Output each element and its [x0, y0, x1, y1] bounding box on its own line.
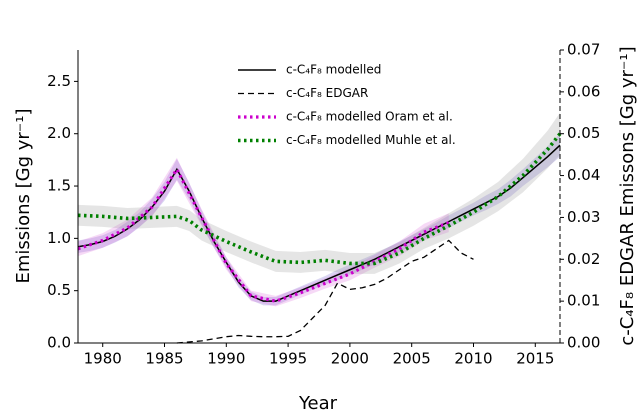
y2-tick-label: 0.02 — [567, 250, 600, 268]
y-tick-label: 2.5 — [47, 72, 71, 90]
x-tick-label: 1985 — [145, 350, 183, 368]
uncertainty-band — [78, 112, 560, 274]
x-tick-label: 2010 — [454, 350, 492, 368]
uncertainty-band — [78, 133, 560, 306]
legend-text: c-C₄F₈ EDGAR — [286, 86, 368, 100]
series-line — [77, 166, 450, 303]
y2-tick-label: 0.06 — [567, 82, 600, 100]
legend-text: c-C₄F₈ modelled Oram et al. — [286, 110, 453, 124]
y-tick-label: 0.0 — [47, 334, 71, 352]
x-tick-label: 2000 — [331, 350, 369, 368]
y2-tick-label: 0.01 — [567, 292, 600, 310]
y-tick-label: 2.0 — [47, 124, 71, 142]
y-tick-label: 1.0 — [47, 229, 71, 247]
x-tick-label: 2015 — [516, 350, 554, 368]
y2-tick-label: 0.04 — [567, 166, 600, 184]
y2-tick-label: 0.00 — [567, 334, 600, 352]
x-tick-label: 2005 — [393, 350, 431, 368]
y2-tick-label: 0.03 — [567, 208, 600, 226]
x-axis-title: Year — [298, 393, 338, 414]
x-tick-label: 1995 — [269, 350, 307, 368]
legend-text: c-C₄F₈ modelled Muhle et al. — [286, 133, 456, 147]
y2-tick-label: 0.05 — [567, 124, 600, 142]
y2-axis-title: c-C₄F₈ EDGAR Emissons [Gg yr⁻¹] — [617, 46, 638, 345]
x-tick-label: 1990 — [207, 350, 245, 368]
legend-text: c-C₄F₈ modelled — [286, 63, 381, 77]
x-tick-label: 1980 — [84, 350, 122, 368]
y2-tick-label: 0.07 — [567, 41, 600, 59]
series-line — [176, 239, 474, 344]
y-tick-label: 0.5 — [47, 281, 71, 299]
series-line — [77, 132, 562, 266]
uncertainty-band — [78, 157, 449, 307]
y-axis-title: Emissions [Gg yr⁻¹] — [13, 108, 34, 283]
y-tick-label: 1.5 — [47, 177, 71, 195]
lines — [77, 132, 562, 344]
